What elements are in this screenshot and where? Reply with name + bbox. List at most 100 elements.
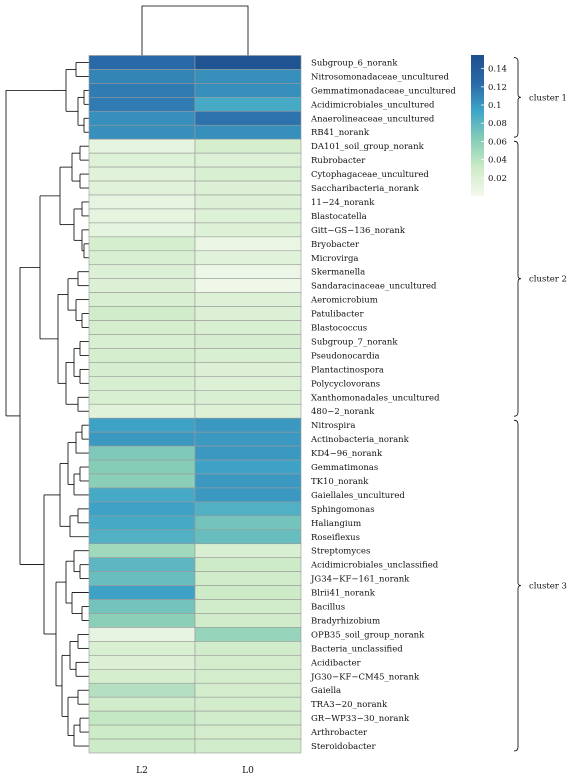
row-labels: Subgroup_6_norank Nitrosomonadaceae_uncul… [310, 58, 456, 752]
cluster-label-cluster-1: cluster 1 [529, 93, 567, 103]
row-label: Anaerolineaceae_uncultured [310, 114, 435, 124]
row-label: Gaiella [311, 686, 341, 696]
cell-aeromicrobium-l2 [88, 292, 196, 307]
row-label: Subgroup_7_norank [311, 337, 398, 347]
cell-subgroup-7-norank-l2 [88, 334, 196, 349]
row-label: KD4−96_norank [311, 449, 383, 459]
cell-streptomyces-l0 [194, 543, 302, 558]
row-label: GR−WP33−30_norank [311, 714, 410, 724]
cell-gemmatimonas-l0 [194, 459, 302, 475]
cell-opb35-soil-group-norank-l0 [194, 627, 302, 642]
cell-streptomyces-l2 [88, 543, 196, 558]
cell-microvirga-l2 [88, 250, 196, 266]
row-label: Gemmatimonas [311, 463, 378, 473]
cell-da101-soil-group-norank-l0 [194, 138, 302, 154]
cluster-brackets: cluster 1 cluster 2 cluster 3 [513, 57, 567, 752]
column-dendrogram-branch [141, 5, 249, 56]
row-label: RB41_norank [311, 128, 370, 138]
row-label: Bradyrhizobium [311, 616, 380, 626]
row-label: Skermanella [311, 268, 365, 278]
cell-anaerolineaceae-uncultured-l2 [88, 111, 196, 126]
row-label: Blastocatella [311, 212, 367, 222]
row-label: Nitrosomonadaceae_uncultured [311, 72, 449, 82]
row-label: Pseudonocardia [311, 351, 380, 361]
cell-gemmatimonadaceae-uncultured-l2 [88, 83, 196, 98]
column-labels: L2 L0 [136, 766, 254, 776]
cell-gaiellales-uncultured-l2 [88, 487, 196, 503]
cell-tk10-norank-l0 [194, 473, 302, 489]
cell-patulibacter-l2 [88, 306, 196, 321]
cell-rubrobacter-l2 [88, 152, 196, 168]
cell-bradyrhizobium-l0 [194, 613, 302, 628]
cell-blastocatella-l2 [88, 208, 196, 224]
cell-nitrospira-l2 [88, 417, 196, 433]
cell-polycyclovorans-l0 [194, 376, 302, 391]
cell-acidimicrobiales-uncultured-l2 [88, 97, 196, 112]
cell-xanthomonadales-uncultured-l0 [194, 389, 302, 405]
cell-haliangium-l2 [88, 515, 196, 531]
cell-tk10-norank-l2 [88, 473, 196, 489]
cell-cytophagaceae-uncultured-l2 [88, 166, 196, 182]
cell-subgroup-7-norank-l0 [194, 334, 302, 349]
row-label: Acidimicrobiales_uncultured [310, 100, 435, 110]
cell-roseiflexus-l2 [88, 529, 196, 545]
row-label: Subgroup_6_norank [311, 58, 398, 68]
cluster-label-cluster-3: cluster 3 [529, 582, 567, 592]
cell-gaiellales-uncultured-l0 [194, 487, 302, 503]
row-label: Blastococcus [311, 324, 367, 334]
row-label: Acidibacter [310, 658, 361, 668]
cell-arthrobacter-l2 [88, 724, 196, 740]
cluster-bracket-cluster-2 [513, 140, 522, 417]
cell-jg34-kf-161-norank-l2 [88, 571, 196, 586]
row-label: JG34−KF−161_norank [310, 575, 410, 585]
row-label: Sphingomonas [311, 505, 375, 515]
cell-acidibacter-l2 [88, 655, 196, 670]
row-label: Rubrobacter [311, 156, 366, 166]
row-label: Gitt−GS−136_norank [311, 226, 406, 236]
cell-arthrobacter-l0 [194, 724, 302, 740]
row-label: Arthrobacter [310, 728, 368, 738]
cell-gaiella-l2 [88, 682, 196, 698]
color-scale-tick-label: 0.04 [488, 156, 507, 166]
row-label: Steroidobacter [311, 742, 376, 752]
row-label: 480−2_norank [311, 407, 375, 417]
row-label: Blrii41_norank [311, 589, 376, 599]
cell-gr-wp33-30-norank-l2 [88, 710, 196, 726]
cell-sandaracinaceae-uncultured-l0 [194, 278, 302, 293]
cell-kd4-96-norank-l0 [194, 445, 302, 461]
cell-acidibacter-l0 [194, 655, 302, 670]
row-dendrogram [5, 62, 89, 747]
cell-bacillus-l2 [88, 599, 196, 614]
row-label: TK10_norank [311, 477, 369, 487]
cell-jg34-kf-161-norank-l0 [194, 571, 302, 586]
cell-kd4-96-norank-l2 [88, 445, 196, 461]
cell-sphingomonas-l0 [194, 501, 302, 517]
color-scale-tick-label: 0.06 [488, 137, 507, 147]
cell-anaerolineaceae-uncultured-l0 [194, 111, 302, 126]
cell-sandaracinaceae-uncultured-l2 [88, 278, 196, 293]
cell-actinobacteria-norank-l2 [88, 431, 196, 447]
row-label: Cytophagaceae_uncultured [311, 170, 429, 180]
row-label: Aeromicrobium [310, 296, 378, 306]
cell-nitrospira-l0 [194, 417, 302, 433]
cell-blastococcus-l0 [194, 320, 302, 335]
cell-tra3-20-norank-l0 [194, 696, 302, 712]
cell-steroidobacter-l2 [88, 738, 196, 754]
cell-plantactinospora-l2 [88, 362, 196, 377]
row-label: Haliangium [311, 519, 361, 529]
color-scale-bar: 0.14 0.12 0.1 0.08 0.06 0.04 0.02 [471, 55, 507, 196]
cell-haliangium-l0 [194, 515, 302, 531]
cell-bradyrhizobium-l2 [88, 613, 196, 628]
color-scale-tick-label: 0.02 [488, 174, 507, 184]
row-label: Streptomyces [311, 547, 370, 557]
cell-rb41-norank-l0 [194, 124, 302, 140]
column-label-l2: L2 [136, 766, 148, 776]
cell-skermanella-l0 [194, 264, 302, 279]
cell-blrii41-norank-l0 [194, 585, 302, 600]
cell-aeromicrobium-l0 [194, 292, 302, 307]
cell-pseudonocardia-l0 [194, 348, 302, 363]
cell-acidimicrobiales-unclassified-l2 [88, 557, 196, 572]
cell-gemmatimonadaceae-uncultured-l0 [194, 83, 302, 98]
cell-skermanella-l2 [88, 264, 196, 279]
cell-480-2-norank-l2 [88, 403, 196, 419]
